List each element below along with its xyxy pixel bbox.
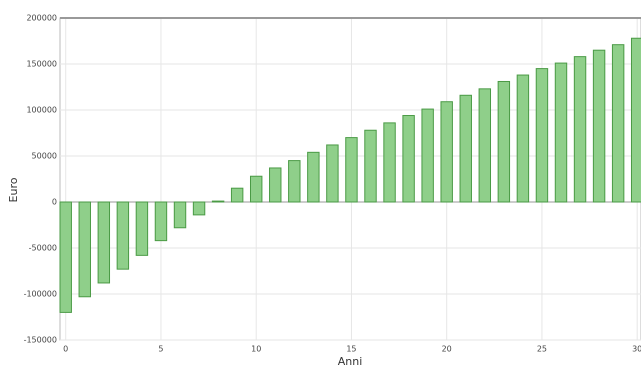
bar	[440, 101, 453, 203]
bar	[402, 115, 415, 203]
bar	[269, 167, 282, 203]
y-tick-label: -150000	[24, 336, 57, 345]
bar	[173, 201, 187, 229]
bar	[535, 68, 549, 203]
x-tick-label: 10	[251, 345, 261, 354]
bar	[154, 201, 168, 242]
bar	[59, 201, 72, 313]
bar	[554, 62, 568, 203]
bar	[230, 187, 244, 203]
bar	[135, 201, 149, 256]
x-tick-label: 20	[442, 345, 452, 354]
bar	[326, 144, 339, 203]
bar	[611, 44, 625, 203]
bar	[459, 94, 472, 203]
x-axis-label: Anni	[338, 355, 363, 368]
y-tick-label: 0	[52, 198, 57, 207]
bar	[364, 129, 377, 203]
bar	[573, 56, 587, 203]
bar	[307, 151, 320, 203]
y-axis-label: Euro	[7, 177, 20, 202]
x-tick-label: 0	[63, 345, 68, 354]
bar	[97, 201, 111, 284]
bar	[592, 49, 606, 203]
bar	[211, 200, 225, 203]
bar	[249, 175, 263, 203]
y-tick-label: 50000	[32, 152, 57, 161]
bar	[345, 137, 358, 203]
bar	[630, 37, 641, 203]
x-tick-label: 25	[537, 345, 547, 354]
bar	[497, 80, 511, 203]
x-tick-label: 15	[346, 345, 356, 354]
y-tick-label: -100000	[24, 290, 57, 299]
y-tick-label: 100000	[26, 106, 57, 115]
bar	[288, 160, 301, 203]
x-tick-label: 30	[632, 345, 641, 354]
bar	[116, 201, 130, 270]
bar	[192, 201, 206, 216]
bar	[421, 108, 434, 203]
y-tick-label: -50000	[29, 244, 57, 253]
bar	[516, 74, 530, 203]
x-tick-label: 5	[158, 345, 163, 354]
y-tick-label: 150000	[26, 60, 57, 69]
bar	[383, 122, 396, 203]
y-tick-label: 200000	[26, 14, 57, 23]
bar	[478, 88, 492, 203]
bar	[78, 201, 91, 298]
